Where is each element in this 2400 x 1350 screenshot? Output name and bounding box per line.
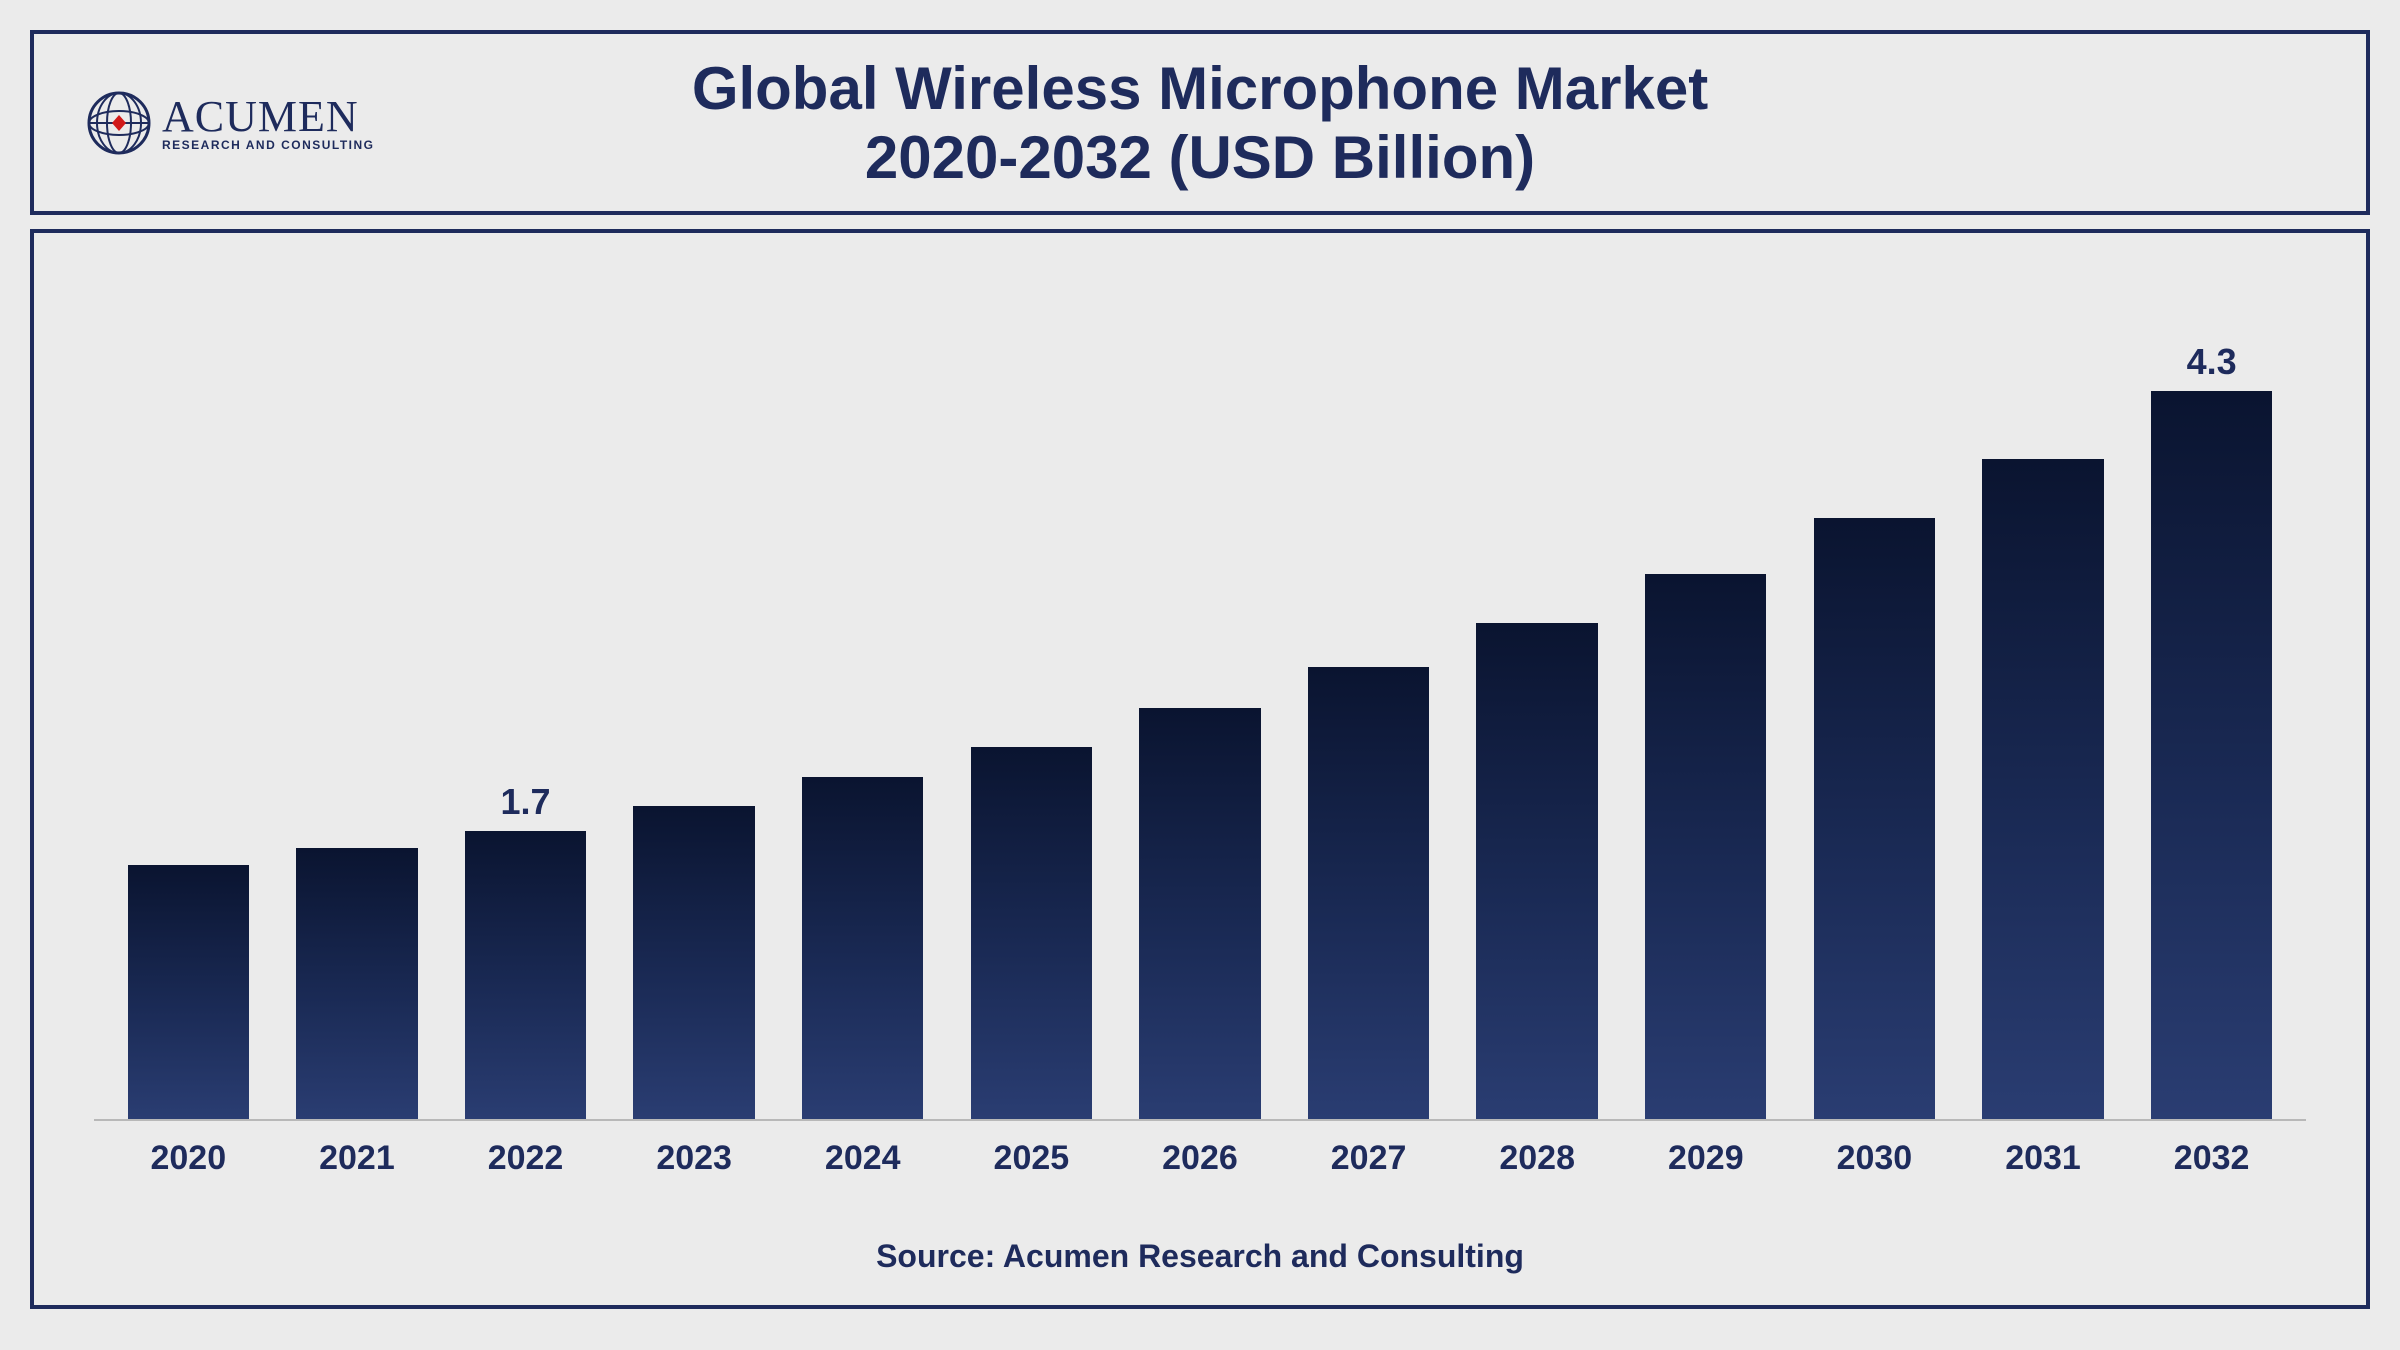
bar-slot [778,273,947,1119]
bar [2151,391,2272,1119]
brand-logo: ACUMEN RESEARCH AND CONSULTING [84,88,375,158]
bar [296,848,417,1119]
x-tick-label: 2024 [778,1139,947,1178]
x-tick-label: 2030 [1790,1139,1959,1178]
x-tick-label: 2025 [947,1139,1116,1178]
brand-text: ACUMEN RESEARCH AND CONSULTING [162,95,375,151]
x-tick-label: 2029 [1621,1139,1790,1178]
bar-slot [1621,273,1790,1119]
bar-slot [1284,273,1453,1119]
bar [465,831,586,1119]
bar-slot [1453,273,1622,1119]
globe-icon [84,88,154,158]
bar-slot: 1.7 [441,273,610,1119]
bar [633,806,754,1119]
bar [1308,667,1429,1119]
bar [1476,623,1597,1119]
x-tick-label: 2026 [1116,1139,1285,1178]
bar-slot [273,273,442,1119]
bar [1645,574,1766,1119]
brand-tagline: RESEARCH AND CONSULTING [162,139,375,151]
bar [1982,459,2103,1119]
x-tick-label: 2023 [610,1139,779,1178]
bar-slot: 4.3 [2127,273,2296,1119]
x-axis: 2020202120222023202420252026202720282029… [94,1121,2306,1178]
bar-slot [610,273,779,1119]
bar-value-label: 1.7 [501,781,551,823]
chart-title: Global Wireless Microphone Market 2020-2… [692,54,1708,192]
bar [802,777,923,1119]
bar-value-label: 4.3 [2187,341,2237,383]
bar [128,865,249,1119]
bar-slot [1790,273,1959,1119]
title-line-2: 2020-2032 (USD Billion) [692,123,1708,192]
x-tick-label: 2028 [1453,1139,1622,1178]
x-tick-label: 2027 [1284,1139,1453,1178]
bar [1139,708,1260,1119]
bar-slot [947,273,1116,1119]
x-tick-label: 2022 [441,1139,610,1178]
plot-area: 1.7 4.3 [94,273,2306,1121]
x-tick-label: 2032 [2127,1139,2296,1178]
bar-slot [104,273,273,1119]
source-attribution: Source: Acumen Research and Consulting [94,1238,2306,1275]
header-panel: ACUMEN RESEARCH AND CONSULTING Global Wi… [30,30,2370,215]
x-tick-label: 2020 [104,1139,273,1178]
bar-slot [1116,273,1285,1119]
x-tick-label: 2021 [273,1139,442,1178]
title-line-1: Global Wireless Microphone Market [692,54,1708,123]
bar [1814,518,1935,1119]
bar-slot [1959,273,2128,1119]
brand-name: ACUMEN [162,95,375,139]
chart-panel: 1.74.3 202020212022202320242025202620272… [30,229,2370,1309]
bar [971,747,1092,1119]
x-tick-label: 2031 [1959,1139,2128,1178]
